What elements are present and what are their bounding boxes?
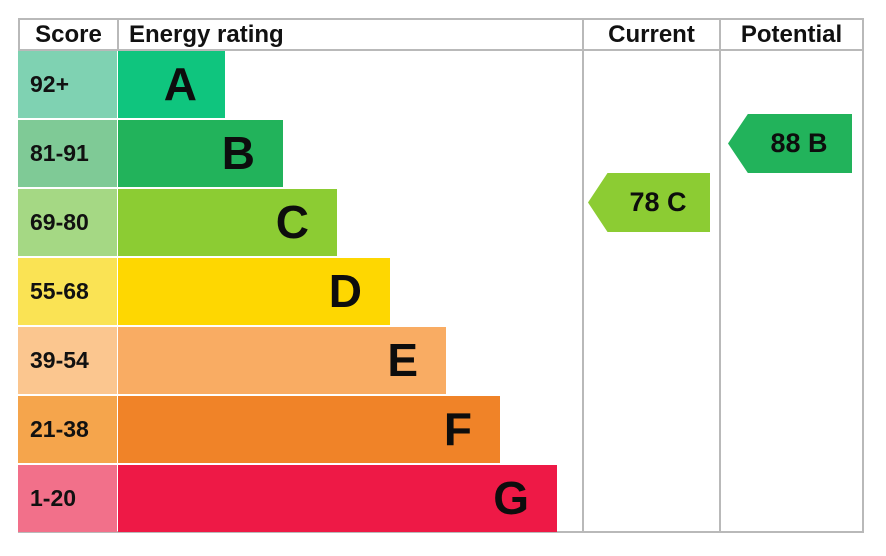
potential-rating-arrow: 88 B	[728, 114, 852, 173]
energy-rating-column-header: Energy rating	[129, 21, 284, 48]
epc-table: Score Energy rating Current Potential 92…	[18, 18, 864, 533]
rating-bar-c: C	[118, 189, 337, 256]
band-row-b: 81-91 B	[18, 120, 578, 189]
band-row-a: 92+ A	[18, 51, 578, 120]
score-column-header: Score	[35, 21, 102, 48]
band-row-e: 39-54 E	[18, 327, 578, 396]
rating-bands: 92+ A 81-91 B 69-80 C 55-68 D 39-54 E 21…	[18, 51, 864, 534]
score-range-b: 81-91	[18, 120, 117, 187]
table-right-border	[862, 18, 864, 533]
rating-bar-a: A	[118, 51, 225, 118]
score-range-e: 39-54	[18, 327, 117, 394]
score-range-g: 1-20	[18, 465, 117, 532]
rating-bar-d: D	[118, 258, 390, 325]
band-row-f: 21-38 F	[18, 396, 578, 465]
score-range-a: 92+	[18, 51, 117, 118]
current-rating-arrow: 78 C	[588, 173, 710, 232]
header-bottom-border	[18, 49, 864, 51]
current-column-divider	[582, 18, 584, 533]
current-column-header: Current	[608, 21, 695, 48]
potential-column-header: Potential	[740, 21, 843, 48]
potential-column-divider	[719, 18, 721, 533]
band-row-g: 1-20 G	[18, 465, 578, 534]
score-range-c: 69-80	[18, 189, 117, 256]
rating-bar-e: E	[118, 327, 446, 394]
score-range-f: 21-38	[18, 396, 117, 463]
rating-bar-f: F	[118, 396, 500, 463]
rating-bar-b: B	[118, 120, 283, 187]
band-row-c: 69-80 C	[18, 189, 578, 258]
header-left-border	[18, 18, 20, 51]
band-row-d: 55-68 D	[18, 258, 578, 327]
score-column-divider	[117, 18, 119, 51]
score-range-d: 55-68	[18, 258, 117, 325]
table-top-border	[18, 18, 864, 20]
table-bottom-border	[18, 531, 864, 533]
rating-bar-g: G	[118, 465, 557, 532]
